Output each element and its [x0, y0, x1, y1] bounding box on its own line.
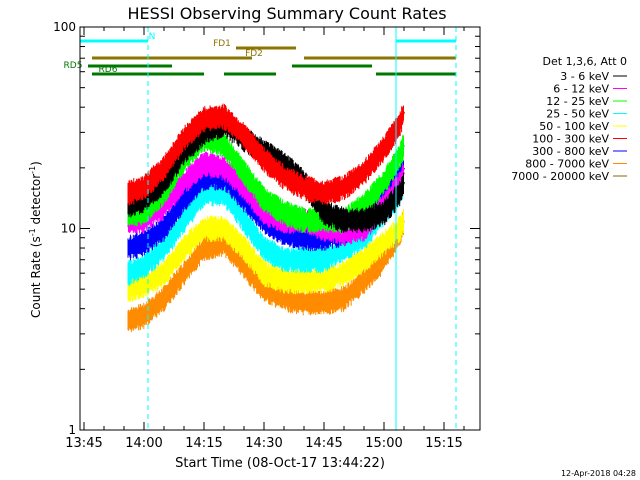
y-axis-label-sup: -1: [28, 228, 37, 236]
timestamp: 12-Apr-2018 04:28: [561, 469, 636, 478]
annotation-fd2: FD2: [92, 49, 456, 60]
legend-label: 6 - 12 keV: [553, 83, 609, 96]
y-tick-label: 1: [68, 423, 76, 437]
legend-label: 800 - 7000 keV: [525, 158, 609, 171]
annotation-n: N: [80, 32, 456, 43]
annotation-label: FD2: [245, 49, 263, 59]
annotation-label: N: [149, 32, 156, 42]
legend-label: 12 - 25 keV: [546, 95, 609, 108]
annotation-fd1: FD1: [213, 39, 296, 50]
plot-area: N FD1 FD2 RD5 RD6: [64, 27, 457, 430]
x-axis-label: Start Time (08-Oct-17 13:44:22): [175, 456, 385, 471]
y-axis-label-end: ): [29, 161, 43, 166]
y-axis-label-tail: detector: [29, 174, 43, 229]
series-800to7000keV-keV: [127, 209, 405, 333]
x-tick-label: 15:15: [425, 436, 462, 451]
series-line: [127, 219, 405, 291]
x-tick-label: 14:15: [185, 436, 222, 451]
annotation-label: RD6: [99, 65, 118, 75]
x-tick-label: 15:00: [365, 436, 402, 451]
y-axis-label-sup2: -1: [28, 166, 37, 174]
annotation-label: RD5: [64, 61, 83, 71]
y-axis-label-main: Count Rate (s: [29, 236, 43, 318]
x-tick-label: 14:45: [305, 436, 342, 451]
x-tick-label: 14:00: [125, 436, 162, 451]
y-tick-label: 100: [53, 20, 76, 34]
axes: 1 10 100 13:45 14:00 14:15 14:30 14:45 15:00 15:1…: [53, 20, 481, 451]
legend-label: 25 - 50 keV: [546, 108, 609, 121]
legend-label: 300 - 800 keV: [532, 145, 609, 158]
legend-header: Det 1,3,6, Att 0: [543, 55, 627, 68]
series-50to100keV-keV: [127, 209, 405, 303]
chart-title: HESSI Observing Summary Count Rates: [127, 4, 446, 23]
legend-label: 50 - 100 keV: [539, 120, 609, 133]
annotation-rd5: RD5: [64, 61, 372, 71]
y-axis-label: Count Rate (s-1 detector-1): [28, 161, 43, 318]
series-100to300keV-keV: [127, 103, 405, 206]
legend-label: 100 - 300 keV: [532, 133, 609, 146]
series-line: [127, 111, 405, 195]
series-line: [127, 219, 405, 322]
x-tick-label: 14:30: [245, 436, 282, 451]
legend-label: 3 - 6 keV: [560, 70, 609, 83]
x-tick-label: 13:45: [65, 436, 102, 451]
svg-text:Count Rate (s-1 detector-1): Count Rate (s-1 detector-1): [28, 161, 43, 318]
y-tick-label: 10: [61, 222, 76, 236]
legend-label: 7000 - 20000 keV: [511, 170, 609, 183]
series-line: [127, 122, 405, 222]
annotation-label: FD1: [213, 39, 231, 49]
